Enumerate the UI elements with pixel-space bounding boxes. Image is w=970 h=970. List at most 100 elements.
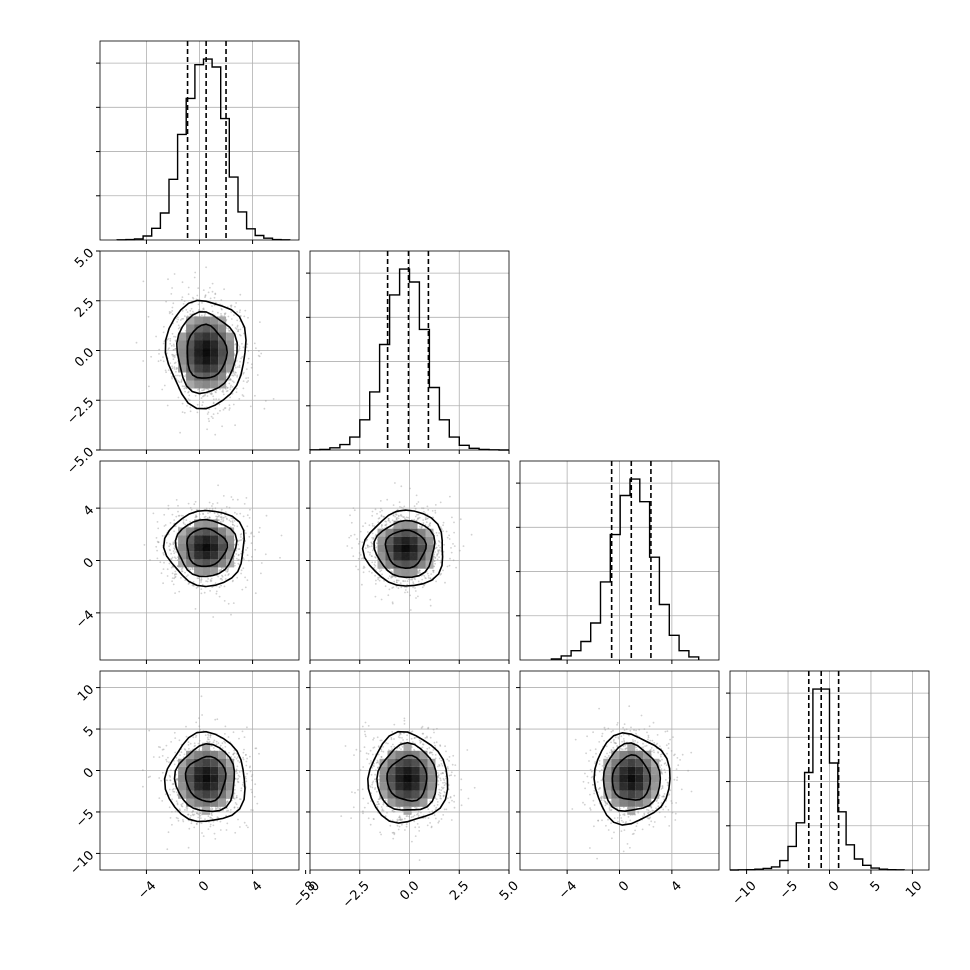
scatter-point [169,549,172,552]
panel-content [100,251,299,450]
scatter-point [374,564,377,567]
scatter-point [355,565,357,568]
scatter-point [429,598,432,601]
scatter-point [173,348,175,351]
scatter-point [240,539,243,541]
scatter-point [184,523,187,526]
scatter-point [236,376,239,378]
scatter-point [396,516,398,519]
scatter-point [239,539,242,542]
scatter-point [427,577,430,579]
scatter-point [235,769,238,772]
scatter-point [201,314,203,317]
density-bin [377,544,386,553]
scatter-point [391,575,394,578]
scatter-point [234,342,237,345]
scatter-point [181,570,183,572]
scatter-point [170,741,173,743]
scatter-point [233,562,236,565]
scatter-point [175,756,178,759]
scatter-point [196,577,199,580]
scatter-point [378,579,381,582]
scatter-point [255,747,258,750]
scatter-point [419,569,421,572]
scatter-point [180,805,183,807]
scatter-point [449,557,451,560]
scatter-point [411,578,413,581]
scatter-point [196,411,199,414]
scatter-point [216,502,219,504]
scatter-point [448,564,451,567]
density-bin [202,559,211,568]
scatter-point [226,757,229,760]
scatter-point [181,281,184,284]
scatter-point [239,798,242,801]
density-bin [401,528,410,537]
scatter-point [182,317,185,320]
density-bin [226,348,235,357]
density-bin [401,552,410,561]
density-bin [210,567,219,576]
scatter-point [185,519,188,521]
scatter-point [422,522,425,524]
scatter-point [239,826,241,828]
scatter-point [395,518,398,521]
scatter-point [213,304,216,307]
scatter-point [148,729,151,732]
scatter-point [171,306,174,309]
scatter-point [361,541,364,544]
scatter-point [181,567,184,570]
scatter-point [231,520,234,522]
scatter-point [422,507,425,510]
density-bin [186,316,195,325]
scatter-point [184,390,187,393]
scatter-point [226,387,229,389]
scatter-point [179,319,182,321]
scatter-point [429,522,431,525]
scatter-point [190,814,192,817]
panel-content [310,461,509,660]
scatter-point [251,779,254,781]
scatter-point [246,525,249,528]
scatter-point [168,761,170,764]
scatter-point [217,806,219,809]
scatter-point [425,521,428,524]
scatter-point [184,375,186,378]
scatter-point [258,350,260,352]
scatter-point [228,573,230,575]
contour-1sigma [384,529,428,570]
scatter-point [377,521,380,523]
scatter-point [397,517,400,520]
scatter-point [190,307,193,310]
scatter-point [235,757,238,760]
scatter-point [209,286,211,289]
scatter-point [161,800,164,802]
scatter-point [240,569,243,572]
scatter-point [245,824,248,827]
scatter-point [258,355,261,358]
scatter-point [161,388,164,391]
scatter-point [216,515,219,518]
scatter-point [195,812,198,815]
scatter-point [176,367,179,370]
scatter-point [192,310,194,313]
scatter-point [436,558,439,561]
scatter-point [243,371,245,374]
scatter-point [231,380,234,383]
scatter-point [436,553,439,556]
scatter-point [459,518,462,521]
density-bin [178,535,187,544]
density-bin [186,559,195,568]
scatter-point [444,581,446,584]
scatter-point [175,557,177,560]
scatter-point [163,513,166,516]
scatter-point [230,756,233,758]
scatter-point [195,514,197,517]
scatter-point [417,572,420,574]
scatter-point [238,761,241,764]
scatter-point [225,801,228,803]
scatter-point [215,515,218,518]
scatter-point [385,523,388,526]
scatter-point [403,516,405,518]
scatter-point [377,576,380,579]
